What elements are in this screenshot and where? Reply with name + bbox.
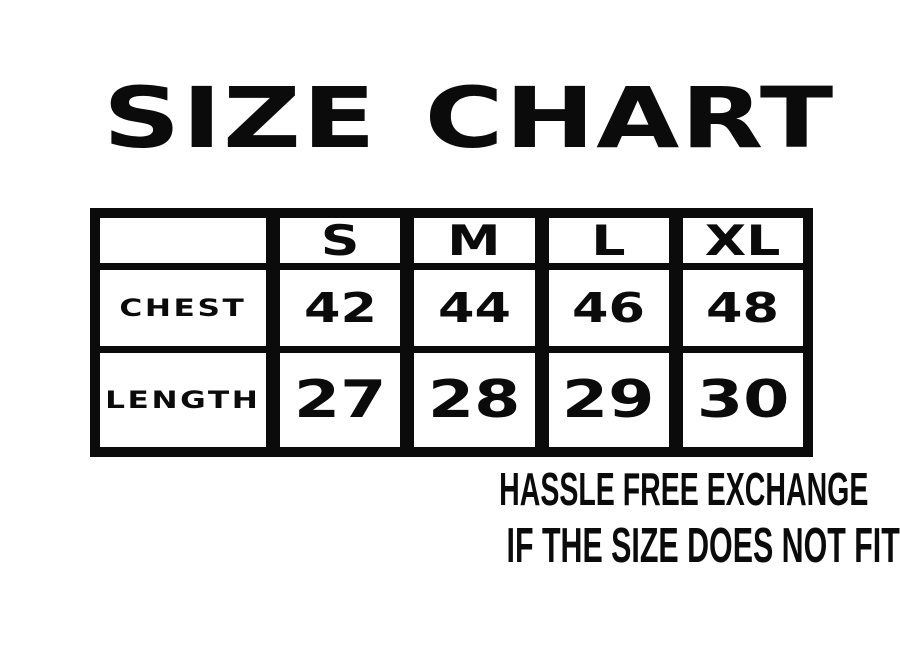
header-cell-xl: XL: [682, 218, 803, 263]
chest-m: 44: [437, 283, 511, 332]
size-label-m: M: [447, 218, 502, 263]
length-value-s: 27: [280, 353, 401, 447]
chest-xl: 48: [706, 283, 780, 332]
size-label-s: S: [320, 218, 360, 263]
size-table-grid: S M L XL CHEST 42 44 46 48 LENGTH: [100, 218, 803, 447]
corner-cell: [100, 218, 266, 263]
header-cell-l: L: [548, 218, 669, 263]
row-label-chest: CHEST: [100, 270, 266, 346]
length-label: LENGTH: [105, 386, 261, 414]
header-cell-m: M: [414, 218, 535, 263]
chest-s: 42: [303, 283, 377, 332]
exchange-note-line1: HASSLE FREE EXCHANGE: [499, 463, 869, 515]
chest-value-s: 42: [280, 270, 401, 346]
size-chart-table: S M L XL CHEST 42 44 46 48 LENGTH: [90, 208, 813, 457]
length-s: 27: [293, 370, 387, 430]
exchange-note: HASSLE FREE EXCHANGE IF THE SIZE DOES NO…: [386, 463, 900, 573]
row-label-length: LENGTH: [100, 353, 266, 447]
chest-value-m: 44: [414, 270, 535, 346]
length-m: 28: [428, 370, 521, 430]
length-value-l: 29: [548, 353, 669, 447]
length-xl: 30: [696, 370, 790, 430]
header-cell-s: S: [280, 218, 401, 263]
chest-value-xl: 48: [682, 270, 803, 346]
size-label-l: L: [591, 218, 626, 263]
chest-label: CHEST: [119, 294, 247, 322]
size-label-xl: XL: [705, 218, 781, 263]
length-value-xl: 30: [682, 353, 803, 447]
chest-value-l: 46: [548, 270, 669, 346]
length-value-m: 28: [414, 353, 535, 447]
page-title: SIZE CHART: [103, 69, 835, 167]
chest-l: 46: [572, 283, 646, 332]
length-l: 29: [562, 370, 655, 430]
exchange-note-line2: IF THE SIZE DOES NOT FIT: [506, 519, 900, 573]
